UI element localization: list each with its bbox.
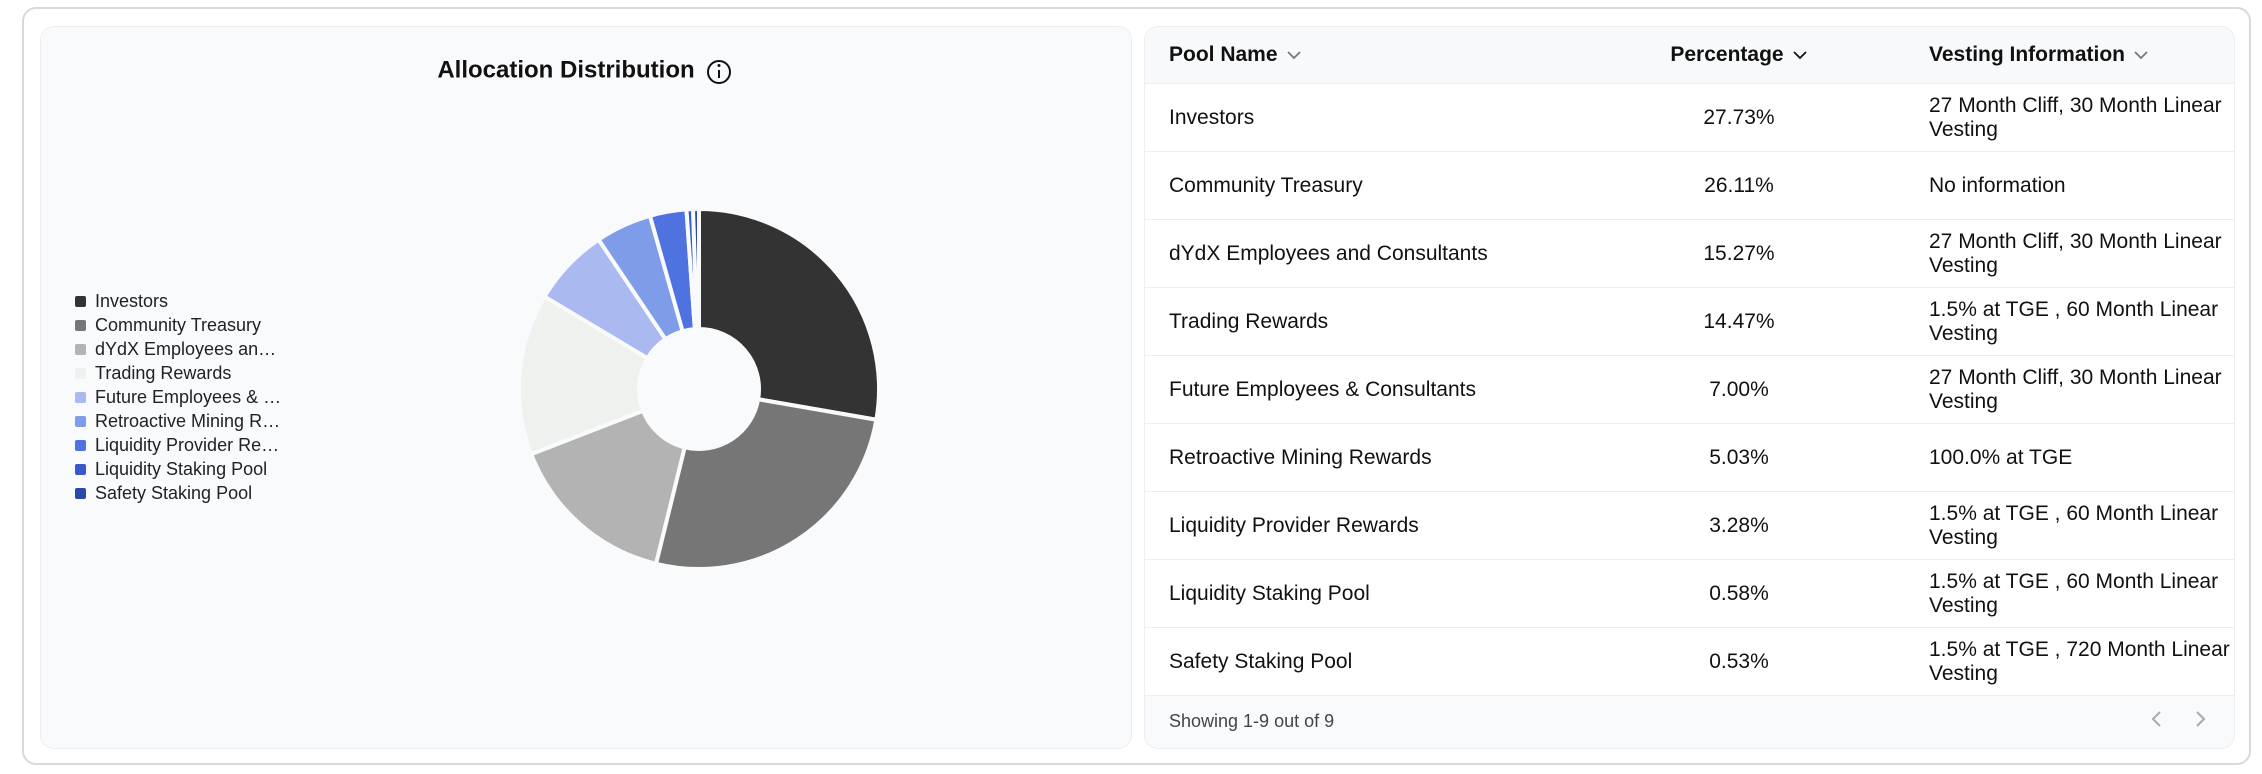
legend-item: Liquidity Staking Pool bbox=[75, 457, 285, 481]
legend-swatch bbox=[75, 343, 86, 355]
table-cell: Retroactive Mining Rewards bbox=[1145, 423, 1589, 492]
legend-label: Liquidity Provider Rewards bbox=[95, 434, 285, 455]
chevron bbox=[1792, 51, 1807, 60]
table-cell: 26.11% bbox=[1589, 151, 1889, 220]
legend-swatch bbox=[75, 391, 86, 403]
donut bbox=[517, 207, 881, 571]
legend-swatch bbox=[75, 319, 86, 331]
legend-swatch bbox=[75, 415, 86, 427]
table-cell: dYdX Employees and Consultants bbox=[1145, 219, 1589, 288]
chart: Allocation Distribution bbox=[437, 56, 881, 571]
table-cell: 15.27% bbox=[1589, 219, 1889, 288]
table-row: Liquidity Staking Pool 0.58% 1.5% at TGE ,… bbox=[1145, 559, 2234, 628]
table-cell: 27 Month Cliff, 30 Month Linear Vesting bbox=[1889, 83, 2234, 152]
legend-label: Retroactive Mining Rewards bbox=[95, 410, 285, 431]
footer-text: Showing 1-9 out of 9 bbox=[1169, 711, 1335, 731]
table-cell: 27 Month Cliff, 30 Month Linear Vesting bbox=[1889, 219, 2234, 288]
table-cell: Future Employees & Consultants bbox=[1145, 355, 1589, 424]
legend-label: Future Employees & Consultants bbox=[95, 386, 285, 407]
legend-item: Liquidity Provider Rewards bbox=[75, 433, 285, 457]
table-cell: No information bbox=[1889, 151, 2234, 220]
legend-item: Retroactive Mining Rewards bbox=[75, 409, 285, 433]
legend-item: Future Employees & Consultants bbox=[75, 385, 285, 409]
sort-icon bbox=[2134, 51, 2148, 60]
legend-swatch bbox=[75, 439, 86, 451]
slice bbox=[517, 294, 650, 457]
pagination bbox=[2144, 707, 2214, 736]
info-icon[interactable] bbox=[707, 60, 731, 84]
legend-swatch bbox=[75, 367, 86, 379]
table-body: Investors 27.73% 27 Month Cliff, 30 Month … bbox=[1145, 83, 2234, 696]
table-cell: 100.0% at TGE bbox=[1889, 423, 2234, 492]
table-row: Trading Rewards 14.47% 1.5% at TGE , 60 Mo… bbox=[1145, 287, 2234, 356]
table-row: Future Employees & Consultants 7.00% 27 Mo… bbox=[1145, 355, 2234, 424]
table-row: Safety Staking Pool 0.53% 1.5% at TGE , 72… bbox=[1145, 627, 2234, 696]
column-header[interactable]: Vesting Information bbox=[1889, 27, 2234, 84]
table-cell: 3.28% bbox=[1589, 491, 1889, 560]
sort-icon bbox=[1286, 51, 1301, 60]
legend-label: dYdX Employees and Consultants bbox=[95, 338, 285, 359]
legend-swatch bbox=[75, 463, 86, 475]
table-cell: Community Treasury bbox=[1145, 151, 1589, 220]
table-cell: 7.00% bbox=[1589, 355, 1889, 424]
table-cell: 0.53% bbox=[1589, 627, 1889, 696]
table-cell: 27 Month Cliff, 30 Month Linear Vesting bbox=[1889, 355, 2234, 424]
slice bbox=[653, 397, 879, 571]
column-title: Percentage bbox=[1670, 43, 1784, 66]
table-cell: 1.5% at TGE , 60 Month Linear Vesting bbox=[1889, 287, 2234, 356]
slice bbox=[529, 408, 687, 566]
header-row: Pool Name Percentage Vesting Information bbox=[1145, 27, 2234, 84]
table: Pool Name Percentage Vesting Information I… bbox=[1145, 27, 2234, 696]
legend-label: Safety Staking Pool bbox=[95, 482, 253, 503]
table-cell: 14.47% bbox=[1589, 287, 1889, 356]
table-cell: 27.73% bbox=[1589, 83, 1889, 152]
table-cell: Safety Staking Pool bbox=[1145, 627, 1589, 696]
legend-label: Investors bbox=[95, 290, 169, 311]
table-row: Investors 27.73% 27 Month Cliff, 30 Month … bbox=[1145, 83, 2234, 152]
pager-arrows[interactable] bbox=[2144, 707, 2214, 731]
table-cell: 1.5% at TGE , 60 Month Linear Vesting bbox=[1889, 559, 2234, 628]
legend-item: Trading Rewards bbox=[75, 361, 285, 385]
chart-title: Allocation Distribution bbox=[437, 56, 694, 83]
table-cell: 1.5% at TGE , 60 Month Linear Vesting bbox=[1889, 491, 2234, 560]
card bbox=[22, 7, 2251, 765]
table-row: dYdX Employees and Consultants 15.27% 27 M… bbox=[1145, 219, 2234, 288]
table-row: Community Treasury 26.11% No information bbox=[1145, 151, 2234, 220]
sort-icon bbox=[1792, 51, 1807, 60]
table-cell: Liquidity Staking Pool bbox=[1145, 559, 1589, 628]
legend-label: Community Treasury bbox=[95, 314, 262, 335]
slice bbox=[691, 207, 701, 332]
legend-item: Community Treasury bbox=[75, 313, 285, 337]
column-title: Vesting Information bbox=[1929, 43, 2126, 66]
table-cell: Liquidity Provider Rewards bbox=[1145, 491, 1589, 560]
table-row: Retroactive Mining Rewards 5.03% 100.0% at… bbox=[1145, 423, 2234, 492]
legend-label: Trading Rewards bbox=[95, 362, 232, 383]
column-header[interactable]: Pool Name bbox=[1145, 27, 1589, 84]
chart-panel: Allocation Distribution Investors Communi… bbox=[40, 26, 1132, 749]
column-title: Pool Name bbox=[1169, 43, 1278, 66]
table-cell: Trading Rewards bbox=[1145, 287, 1589, 356]
column-header[interactable]: Percentage bbox=[1589, 27, 1889, 84]
table-panel: Pool Name Percentage Vesting Information I… bbox=[1144, 26, 2235, 749]
table-cell: 1.5% at TGE , 720 Month Linear Vesting bbox=[1889, 627, 2234, 696]
slice bbox=[697, 207, 881, 422]
legend-label: Liquidity Staking Pool bbox=[95, 458, 268, 479]
legend-item: dYdX Employees and Consultants bbox=[75, 337, 285, 361]
table-cell: 0.58% bbox=[1589, 559, 1889, 628]
chevron bbox=[2134, 51, 2148, 60]
table-cell: 5.03% bbox=[1589, 423, 1889, 492]
table-cell: Investors bbox=[1145, 83, 1589, 152]
legend-swatch bbox=[75, 295, 86, 307]
legend-item: Safety Staking Pool bbox=[75, 481, 285, 505]
legend: Investors Community Treasury dYdX Employee… bbox=[75, 289, 285, 505]
legend-item: Investors bbox=[75, 289, 285, 313]
table-row: Liquidity Provider Rewards 3.28% 1.5% at T… bbox=[1145, 491, 2234, 560]
chevron bbox=[1286, 51, 1301, 60]
legend-swatch bbox=[75, 487, 86, 499]
